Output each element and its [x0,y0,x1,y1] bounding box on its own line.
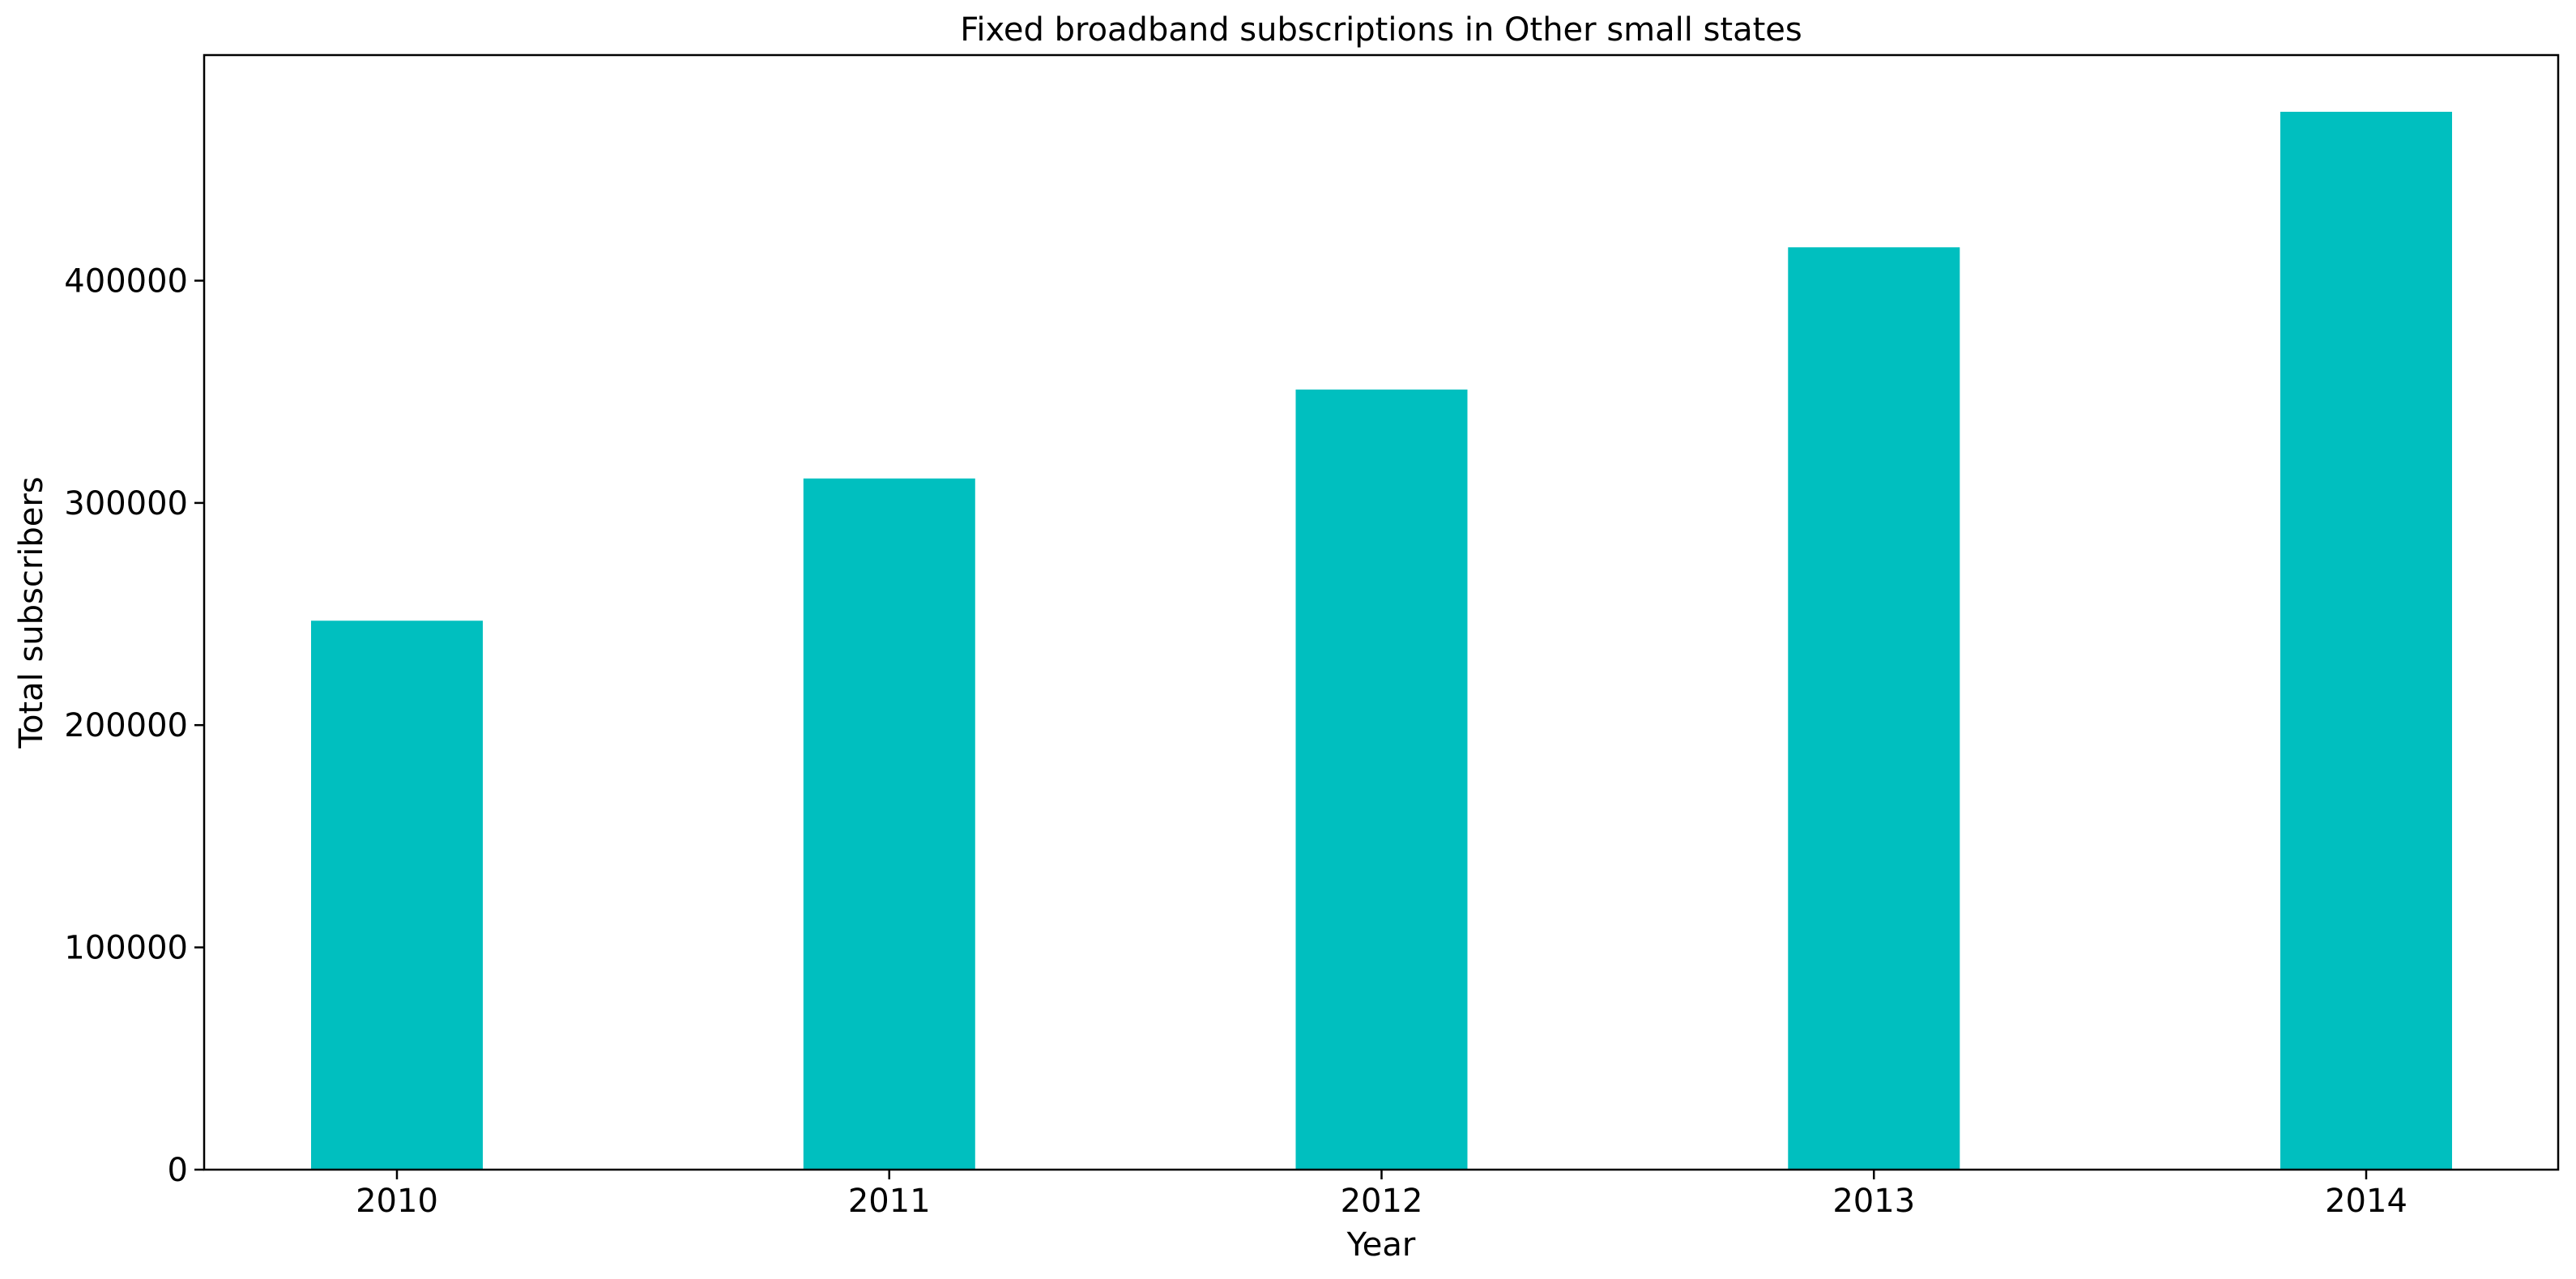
bar-2010 [311,620,483,1170]
x-axis-label: Year [1346,1226,1416,1264]
bars-group [311,112,2452,1170]
y-axis-ticks: 0 100000 200000 300000 400000 [64,263,204,1189]
x-tick-label-2013: 2013 [1832,1183,1915,1220]
bar-2014 [2280,112,2452,1170]
x-tick-label-2014: 2014 [2325,1183,2408,1220]
bar-2012 [1295,389,1468,1170]
y-tick-label-400000: 400000 [64,263,188,301]
y-tick-label-100000: 100000 [64,930,188,967]
x-tick-label-2010: 2010 [356,1183,438,1220]
bar-2011 [803,478,975,1170]
y-tick-label-300000: 300000 [64,485,188,522]
chart-title: Fixed broadband subscriptions in Other s… [960,11,1802,49]
bar-2013 [1788,247,1960,1170]
x-tick-label-2012: 2012 [1341,1183,1423,1220]
x-axis-ticks: 2010 2011 2012 2013 2014 [356,1170,2408,1220]
y-tick-label-0: 0 [168,1152,188,1189]
y-tick-label-200000: 200000 [64,707,188,744]
plot-frame [203,53,2560,1171]
x-tick-label-2011: 2011 [848,1183,931,1220]
y-axis-label: Total subscribers [13,476,50,748]
